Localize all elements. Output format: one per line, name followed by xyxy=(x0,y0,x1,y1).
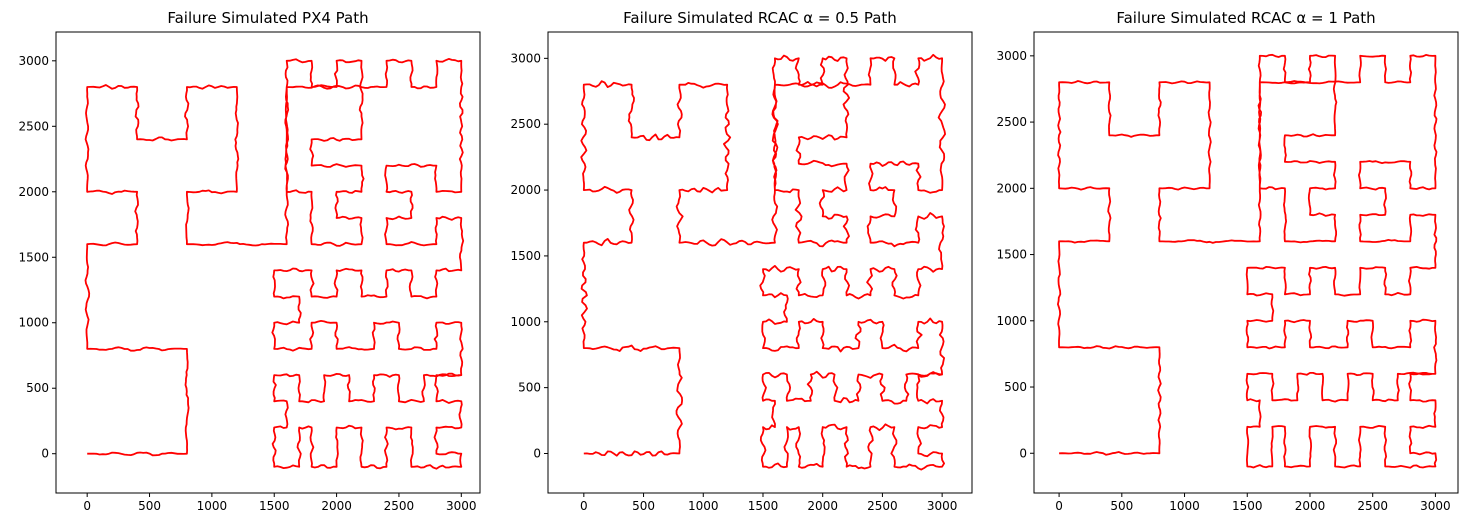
x-tick-label: 3000 xyxy=(446,499,477,513)
x-tick-label: 3000 xyxy=(1420,499,1451,513)
chart-title: Failure Simulated RCAC α = 0.5 Path xyxy=(623,9,897,27)
axes-frame xyxy=(55,31,481,494)
y-tick-label: 1000 xyxy=(996,314,1027,328)
y-tick-label: 1500 xyxy=(996,248,1027,262)
y-tick-label: 3000 xyxy=(510,51,541,65)
axes-frame xyxy=(547,31,973,494)
x-tick-label: 0 xyxy=(83,499,91,513)
subplot-px4: Failure Simulated PX4 Path 0 500 1000 1500 2… xyxy=(18,9,481,513)
series-line xyxy=(84,58,465,470)
x-tick-label: 500 xyxy=(632,499,655,513)
x-tick-label: 2500 xyxy=(867,499,898,513)
axes-frame xyxy=(1033,31,1459,494)
y-tick-label: 3000 xyxy=(18,54,49,68)
x-tick-label: 1500 xyxy=(259,499,290,513)
x-tick-label: 2500 xyxy=(1357,499,1388,513)
y-tick-label: 1500 xyxy=(510,249,541,263)
x-tick-label: 0 xyxy=(1055,499,1063,513)
y-tick-label: 1000 xyxy=(510,315,541,329)
x-tick-label: 2000 xyxy=(321,499,352,513)
y-tick-label: 2500 xyxy=(510,117,541,131)
y-tick-label: 1000 xyxy=(18,316,49,330)
x-tick-label: 1500 xyxy=(1232,499,1263,513)
x-tick-label: 500 xyxy=(1110,499,1133,513)
y-tick-label: 2000 xyxy=(18,185,49,199)
subplot-rcac-alpha-0-5: Failure Simulated RCAC α = 0.5 Path 0 500… xyxy=(510,9,973,513)
x-tick-label: 2000 xyxy=(1295,499,1326,513)
y-tick-label: 0 xyxy=(533,446,541,460)
y-tick-label: 3000 xyxy=(996,49,1027,63)
y-tick-label: 500 xyxy=(518,381,541,395)
y-tick-label: 2500 xyxy=(996,115,1027,129)
chart-title: Failure Simulated PX4 Path xyxy=(167,9,368,27)
y-tick-label: 1500 xyxy=(18,250,49,264)
y-tick-label: 2500 xyxy=(18,119,49,133)
y-tick-label: 2000 xyxy=(996,181,1027,195)
x-tick-label: 500 xyxy=(138,499,161,513)
x-tick-label: 2000 xyxy=(807,499,838,513)
x-tick-label: 1500 xyxy=(748,499,779,513)
x-tick-label: 1000 xyxy=(688,499,719,513)
x-tick-label: 1000 xyxy=(197,499,228,513)
x-tick-label: 2500 xyxy=(384,499,415,513)
y-tick-label: 500 xyxy=(1004,380,1027,394)
subplot-rcac-alpha-1: Failure Simulated RCAC α = 1 Path 0 500 10… xyxy=(996,9,1459,513)
x-tick-label: 3000 xyxy=(927,499,958,513)
series-line xyxy=(580,53,946,471)
series-line xyxy=(1057,53,1438,469)
x-tick-label: 0 xyxy=(580,499,588,513)
y-tick-label: 2000 xyxy=(510,183,541,197)
x-tick-label: 1000 xyxy=(1169,499,1200,513)
y-tick-label: 0 xyxy=(41,447,49,461)
y-tick-label: 500 xyxy=(26,381,49,395)
chart-title: Failure Simulated RCAC α = 1 Path xyxy=(1116,9,1375,27)
y-tick-label: 0 xyxy=(1019,446,1027,460)
